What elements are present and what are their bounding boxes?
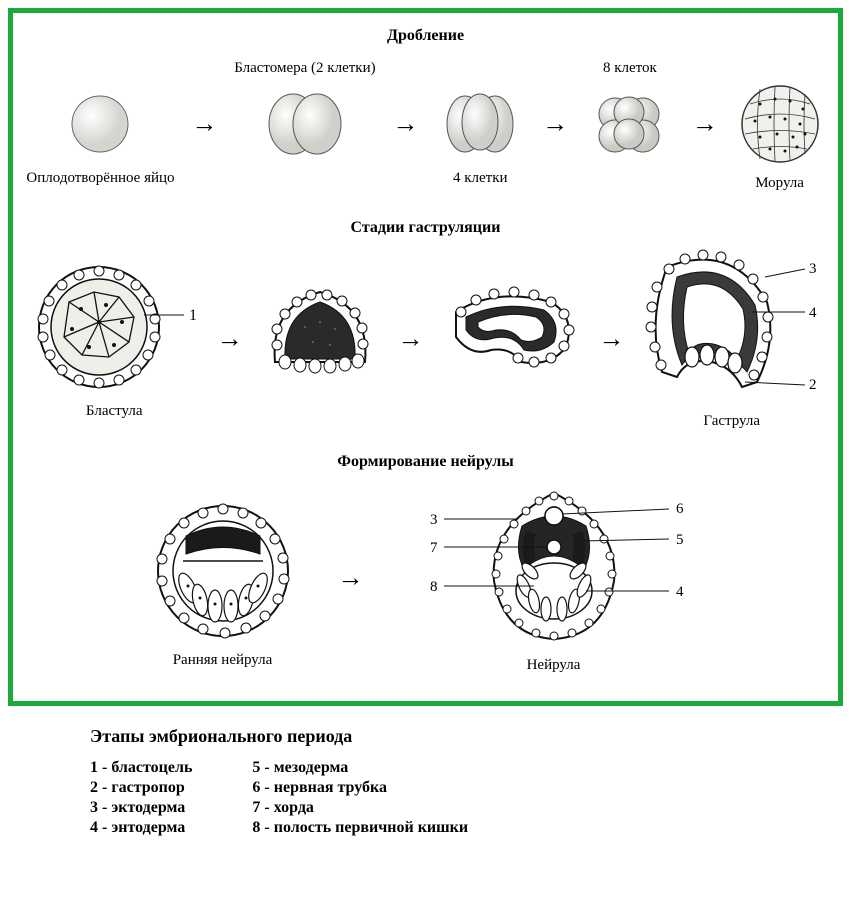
legend-col-1: 1 - бластоцель 2 - гастропор 3 - эктодер… <box>90 759 192 839</box>
legend-col-2: 5 - мезодерма 6 - нервная трубка 7 - хор… <box>252 759 468 839</box>
legend-item: 1 - бластоцель <box>90 759 192 777</box>
callout-1: 1 <box>189 307 197 324</box>
arrow-icon: → <box>397 299 423 379</box>
stage-early-neurula: Ранняя нейрула <box>138 486 308 670</box>
legend-item: 4 - энтодерма <box>90 819 192 837</box>
arrow-icon: → <box>542 84 568 164</box>
section-title-gastrulation: Стадии гаструляции <box>21 219 830 237</box>
eight-cells-icon <box>585 84 675 164</box>
egg-icon <box>65 84 135 164</box>
gastrula-icon: 3 4 2 <box>637 247 827 407</box>
legend-title: Этапы эмбрионального периода <box>90 726 761 747</box>
neurula-row: Ранняя нейрула → <box>21 481 830 675</box>
arrow-icon: → <box>338 538 364 618</box>
gastrula-stage2-icon <box>436 272 586 382</box>
stage-8-cells: 8 клеток <box>585 60 675 188</box>
stage-label-bottom: Оплодотворённое яйцо <box>26 170 174 188</box>
callout-5: 5 <box>676 532 684 548</box>
early-neurula-icon <box>138 486 308 646</box>
callout-7: 7 <box>430 540 438 556</box>
stage-4-cells: 4 клетки <box>435 60 525 188</box>
legend-columns: 1 - бластоцель 2 - гастропор 3 - эктодер… <box>90 759 761 839</box>
stage-2-cells: Бластомера (2 клетки) <box>234 60 375 188</box>
callout-3: 3 <box>430 512 438 528</box>
legend-item: 8 - полость первичной кишки <box>252 819 468 837</box>
legend-item: 5 - мезодерма <box>252 759 468 777</box>
gastrulation-row: 1 Бластула → <box>21 247 830 431</box>
stage-neurula: 3 7 8 6 5 4 Нейрула <box>394 481 714 675</box>
stage-blastula: 1 Бластула <box>24 257 204 421</box>
stage-fertilized-egg: Оплодотворённое яйцо <box>26 60 174 188</box>
arrow-icon: → <box>598 299 624 379</box>
gastrula-stage1-icon <box>255 267 385 387</box>
stage-label-bottom: Морула <box>755 175 804 193</box>
stage-label-bottom: Нейрула <box>527 657 581 675</box>
callout-2: 2 <box>809 377 817 393</box>
arrow-icon: → <box>692 84 718 164</box>
legend-item: 7 - хорда <box>252 799 468 817</box>
callout-4: 4 <box>809 305 817 321</box>
diagram-frame: Дробление Оплодотворённое яйцо → Бластом… <box>8 8 843 706</box>
cleavage-row: Оплодотворённое яйцо → Бластомера (2 кле… <box>21 55 830 193</box>
callout-3: 3 <box>809 261 817 277</box>
arrow-icon: → <box>191 84 217 164</box>
legend-item: 6 - нервная трубка <box>252 779 468 797</box>
stage-gastrula: 3 4 2 Гаструла <box>637 247 827 431</box>
legend: Этапы эмбрионального периода 1 - бластоц… <box>0 714 851 849</box>
stage-label-bottom: Гаструла <box>703 413 760 431</box>
callout-8: 8 <box>430 579 438 595</box>
stage-label-top: Бластомера (2 клетки) <box>234 60 375 78</box>
stage-label-bottom: 4 клетки <box>453 170 508 188</box>
stage-morula: Морула <box>735 55 825 193</box>
stage-gastrulation-2 <box>436 272 586 406</box>
section-title-cleavage: Дробление <box>21 27 830 45</box>
morula-icon <box>735 79 825 169</box>
four-cells-icon <box>435 84 525 164</box>
callout-4: 4 <box>676 584 684 600</box>
stage-label-bottom: Ранняя нейрула <box>173 652 273 670</box>
arrow-icon: → <box>392 84 418 164</box>
legend-item: 3 - эктодерма <box>90 799 192 817</box>
two-cells-icon <box>260 84 350 164</box>
stage-label-bottom: Бластула <box>86 403 143 421</box>
stage-gastrulation-1 <box>255 267 385 411</box>
legend-item: 2 - гастропор <box>90 779 192 797</box>
blastula-icon: 1 <box>24 257 204 397</box>
neurula-icon: 3 7 8 6 5 4 <box>394 481 714 651</box>
arrow-icon: → <box>217 299 243 379</box>
stage-label-top: 8 клеток <box>603 60 657 78</box>
section-title-neurula: Формирование нейрулы <box>21 453 830 471</box>
callout-6: 6 <box>676 501 684 517</box>
